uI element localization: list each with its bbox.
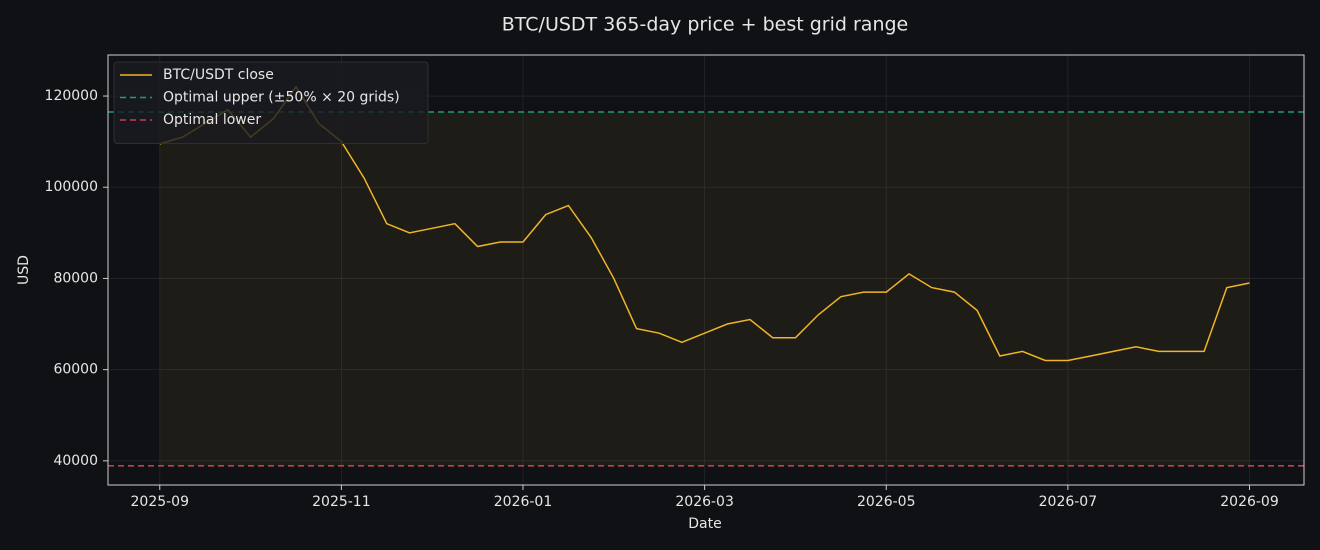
x-axis-label: Date [688, 516, 721, 532]
x-tick-label: 2026-09 [1220, 494, 1279, 510]
y-axis-label: USD [16, 255, 32, 285]
legend-label: Optimal lower [163, 112, 261, 128]
y-tick-label: 60000 [53, 362, 98, 378]
x-tick-label: 2025-09 [131, 494, 190, 510]
chart-title: BTC/USDT 365-day price + best grid range [502, 14, 908, 36]
grid-range [159, 111, 1250, 466]
plot-frame [107, 54, 1305, 486]
legend-label: BTC/USDT close [163, 67, 274, 83]
legend-label: Optimal upper (±50% × 20 grids) [163, 90, 400, 106]
x-tick-label: 2026-07 [1039, 494, 1098, 510]
legend-box [113, 61, 429, 144]
y-tick-label: 120000 [45, 88, 98, 104]
x-tick-label: 2025-11 [312, 494, 371, 510]
x-tick-label: 2026-01 [494, 494, 553, 510]
y-tick-label: 40000 [53, 453, 98, 469]
x-tick-label: 2026-05 [857, 494, 916, 510]
y-tick-label: 100000 [45, 179, 98, 195]
y-tick-label: 80000 [53, 270, 98, 286]
x-tick-label: 2026-03 [675, 494, 734, 510]
